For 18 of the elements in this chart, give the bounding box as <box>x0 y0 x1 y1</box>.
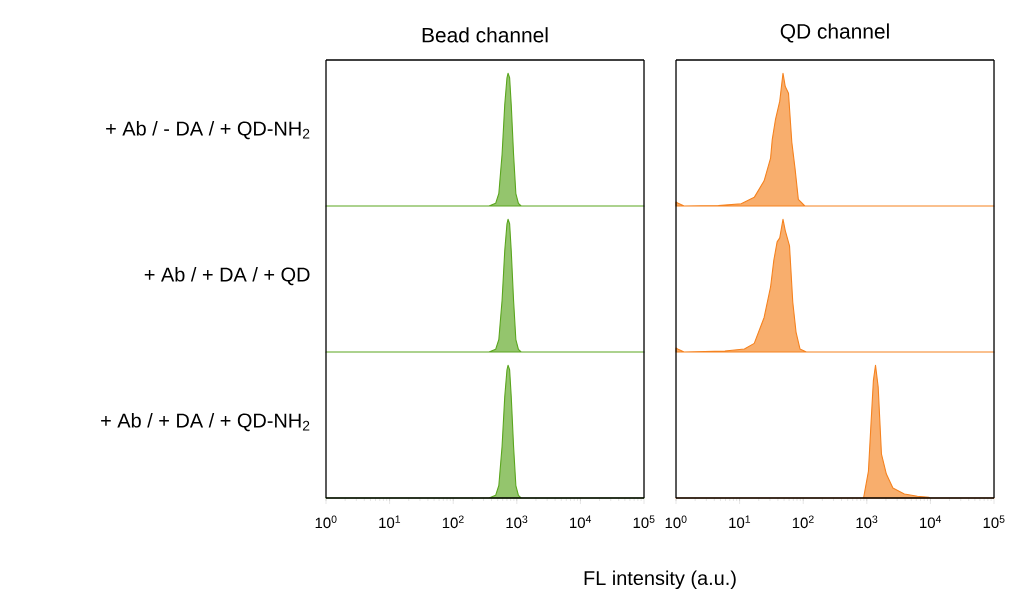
y-axis-title: + Ab / + DA / + QD <box>144 266 310 286</box>
x-tick-label: 10$^{3}$ <box>856 515 878 529</box>
x-tick-label: 10$^{0}$ <box>315 515 337 529</box>
x-tick-label: 10$^{3}$ <box>506 515 528 529</box>
x-tick-label: 10$^{1}$ <box>729 515 751 529</box>
y-axis-title: + Ab / - DA / + QD-NH$_{2}$ <box>106 120 310 140</box>
x-tick-label: 10$^{4}$ <box>920 515 942 529</box>
x-tick-label: 10$^{2}$ <box>442 515 464 529</box>
x-tick-label: 10$^{0}$ <box>665 515 687 529</box>
chart-title: Bead channel <box>422 27 548 43</box>
x-tick-label: 10$^{4}$ <box>570 515 592 529</box>
x-tick-label: 10$^{5}$ <box>633 515 655 529</box>
x-tick-label: 10$^{1}$ <box>379 515 401 529</box>
x-tick-label: 10$^{5}$ <box>983 515 1005 529</box>
chart-title: QD channel <box>780 23 889 43</box>
x-tick-label: 10$^{2}$ <box>792 515 814 529</box>
x-axis-title: FL intensity (a.u.) <box>584 570 736 590</box>
y-axis-title: + Ab / + DA / + QD-NH$_{2}$ <box>101 412 310 432</box>
